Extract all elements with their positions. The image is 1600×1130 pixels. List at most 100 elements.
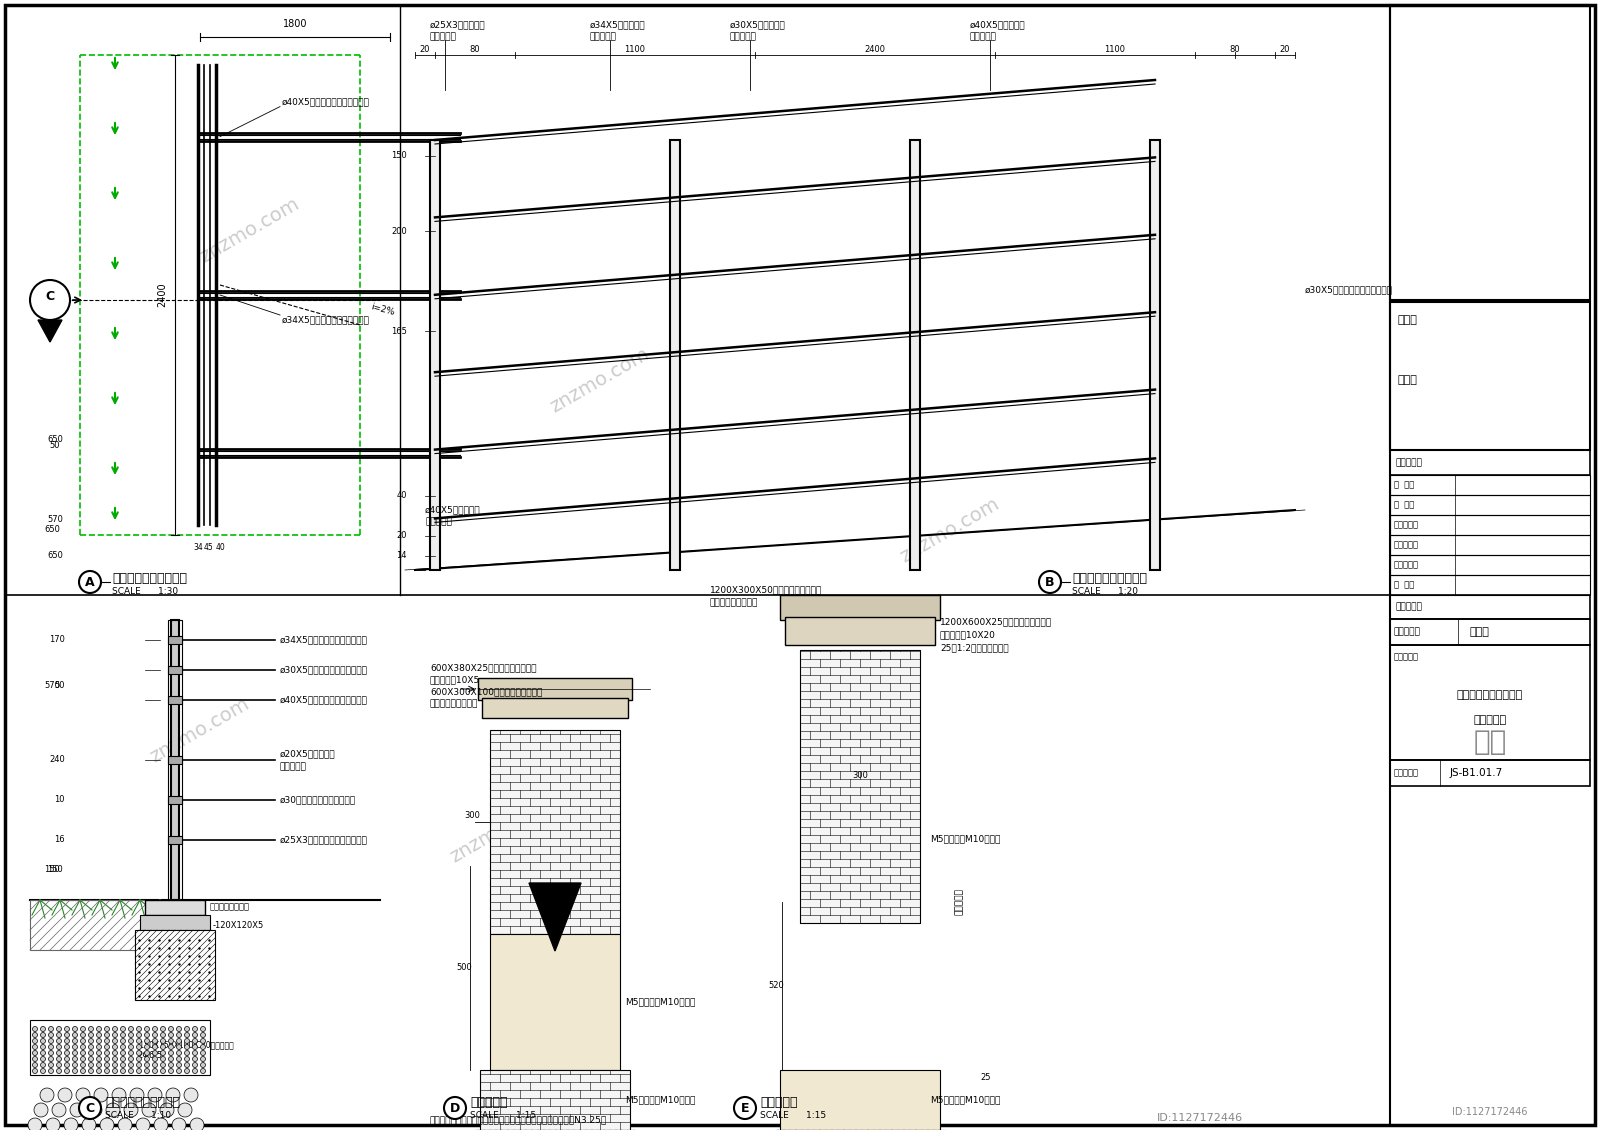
Circle shape [166,1088,179,1102]
Text: 外露侧面均打盖枝面: 外露侧面均打盖枝面 [710,599,758,608]
Text: ID:1127172446: ID:1127172446 [1157,1113,1243,1123]
Bar [800,650,920,923]
Circle shape [48,1038,53,1043]
Circle shape [136,1026,141,1032]
Circle shape [48,1044,53,1050]
Circle shape [192,1062,197,1068]
Bar [1390,645,1590,760]
Circle shape [96,1044,101,1050]
Circle shape [72,1033,77,1037]
Text: ·150X150X100·C20混凝土现浇: ·150X150X100·C20混凝土现浇 [138,1041,234,1050]
Text: ø40X5热浸锌钢管: ø40X5热浸锌钢管 [970,20,1026,29]
Circle shape [80,1033,85,1037]
Circle shape [32,1069,37,1074]
Circle shape [128,1057,133,1061]
Text: znzmo.com: znzmo.com [197,194,302,266]
Text: 10: 10 [54,796,66,805]
Text: 深灰色喷塑: 深灰色喷塑 [970,33,997,42]
Text: 150: 150 [392,151,406,160]
Circle shape [72,1026,77,1032]
Circle shape [64,1038,69,1043]
Bar [1390,596,1590,619]
Text: ø25X3热浸锌钢管，深灰色喷塑: ø25X3热浸锌钢管，深灰色喷塑 [280,835,368,844]
Bar [490,935,621,1070]
Text: A: A [85,575,94,589]
Text: 240: 240 [50,756,66,765]
Text: 50: 50 [54,680,66,689]
Circle shape [144,1026,149,1032]
Circle shape [88,1044,93,1050]
Circle shape [190,1118,205,1130]
Circle shape [136,1038,141,1043]
Circle shape [64,1118,78,1130]
Bar [30,1020,210,1075]
Circle shape [40,1088,54,1102]
Circle shape [64,1044,69,1050]
Circle shape [48,1069,53,1074]
Circle shape [32,1062,37,1068]
Circle shape [112,1038,117,1043]
Circle shape [168,1026,173,1032]
Circle shape [88,1051,93,1055]
Circle shape [192,1044,197,1050]
Text: 500: 500 [456,964,472,973]
Text: 无障碍坡道栏杆剖面图: 无障碍坡道栏杆剖面图 [106,1096,179,1110]
Circle shape [130,1088,144,1102]
Circle shape [128,1038,133,1043]
Text: 车非混结构: 车非混结构 [955,888,963,915]
Circle shape [78,1097,101,1119]
Bar [1390,534,1590,555]
Circle shape [64,1033,69,1037]
Circle shape [154,1118,168,1130]
Circle shape [80,1069,85,1074]
Text: 无障碍坡道栏杆平面图: 无障碍坡道栏杆平面图 [112,572,187,584]
Text: 20: 20 [1280,44,1290,53]
Circle shape [144,1057,149,1061]
Text: C: C [85,1102,94,1114]
Circle shape [96,1033,101,1037]
Circle shape [136,1057,141,1061]
Circle shape [160,1051,165,1055]
Text: 600X380X25镶石黄花岗岩盖枝面: 600X380X25镶石黄花岗岩盖枝面 [430,663,536,672]
Circle shape [160,1069,165,1074]
Circle shape [176,1038,181,1043]
Circle shape [734,1097,757,1119]
Circle shape [128,1033,133,1037]
Circle shape [160,1038,165,1043]
Circle shape [72,1057,77,1061]
Circle shape [176,1044,181,1050]
Bar [430,140,440,570]
Text: 业主：: 业主： [1398,315,1418,325]
Bar [1390,302,1590,450]
Text: 绘图日期：: 绘图日期： [1395,602,1422,611]
Text: 150: 150 [45,866,61,875]
Text: 50: 50 [50,441,61,450]
Circle shape [82,1118,96,1130]
Circle shape [48,1051,53,1055]
Text: 无障碍坡道栏杆立面图: 无障碍坡道栏杆立面图 [1072,572,1147,584]
Circle shape [104,1062,109,1068]
Text: 1100: 1100 [1104,44,1125,53]
Circle shape [184,1051,189,1055]
Circle shape [51,1103,66,1116]
Text: 570: 570 [45,680,61,689]
Circle shape [56,1057,61,1061]
Text: E: E [741,1102,749,1114]
Circle shape [192,1038,197,1043]
Circle shape [152,1062,157,1068]
Bar [1390,450,1590,475]
Circle shape [160,1062,165,1068]
Circle shape [72,1038,77,1043]
Bar [171,620,179,899]
Circle shape [112,1069,117,1074]
Circle shape [58,1088,72,1102]
Circle shape [200,1069,205,1074]
Bar [478,678,632,699]
Text: 深灰色喷塑: 深灰色喷塑 [280,763,307,772]
Circle shape [144,1069,149,1074]
Circle shape [30,280,70,320]
Polygon shape [530,883,581,951]
Circle shape [46,1118,61,1130]
Circle shape [56,1051,61,1055]
Circle shape [120,1044,125,1050]
